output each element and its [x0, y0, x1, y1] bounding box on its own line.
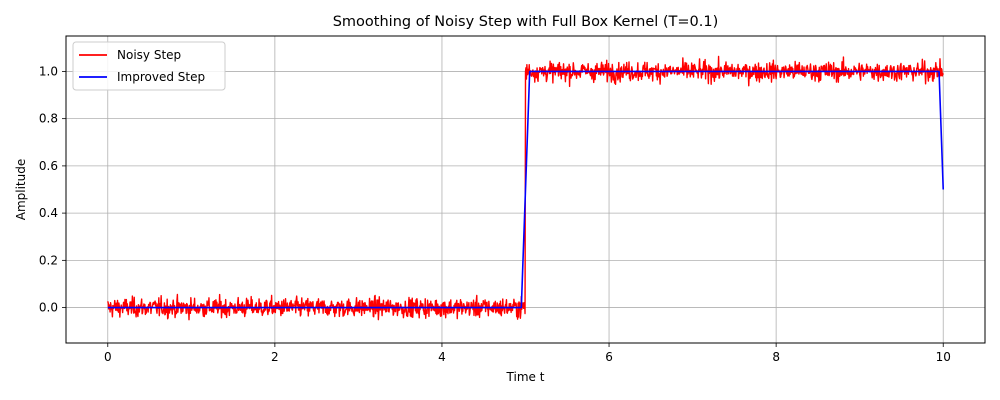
y-axis-label: Amplitude — [14, 159, 28, 221]
legend-box — [72, 41, 226, 91]
x-axis-label: Time t — [506, 370, 545, 384]
legend-label: Noisy Step — [117, 48, 181, 62]
series-line-improved-step — [107, 70, 945, 309]
x-tick-label: 0 — [104, 350, 112, 364]
x-tick-label: 2 — [271, 350, 279, 364]
x-tick-label: 4 — [438, 350, 446, 364]
legend-label: Improved Step — [117, 70, 205, 84]
x-tick-label: 8 — [772, 350, 780, 364]
chart-title: Smoothing of Noisy Step with Full Box Ke… — [333, 14, 719, 30]
x-tick-label: 6 — [605, 350, 613, 364]
y-tick-label: 1.0 — [39, 64, 58, 78]
series-line-noisy-step — [107, 55, 944, 321]
y-tick-label: 0.2 — [39, 253, 58, 267]
legend: Noisy Step Improved Step — [72, 41, 226, 91]
y-tick-label: 0.8 — [39, 112, 58, 126]
y-tick-label: 0.6 — [39, 159, 58, 173]
plot-frame — [65, 35, 986, 344]
y-tick-label: 0.0 — [39, 301, 58, 315]
y-tick-label: 0.4 — [39, 206, 58, 220]
axis-ticks: 0 2 4 6 8 10 0.0 0.2 0.4 0.6 0.8 1.0 — [39, 64, 951, 364]
plot-series — [107, 55, 945, 321]
x-tick-label: 10 — [936, 350, 951, 364]
